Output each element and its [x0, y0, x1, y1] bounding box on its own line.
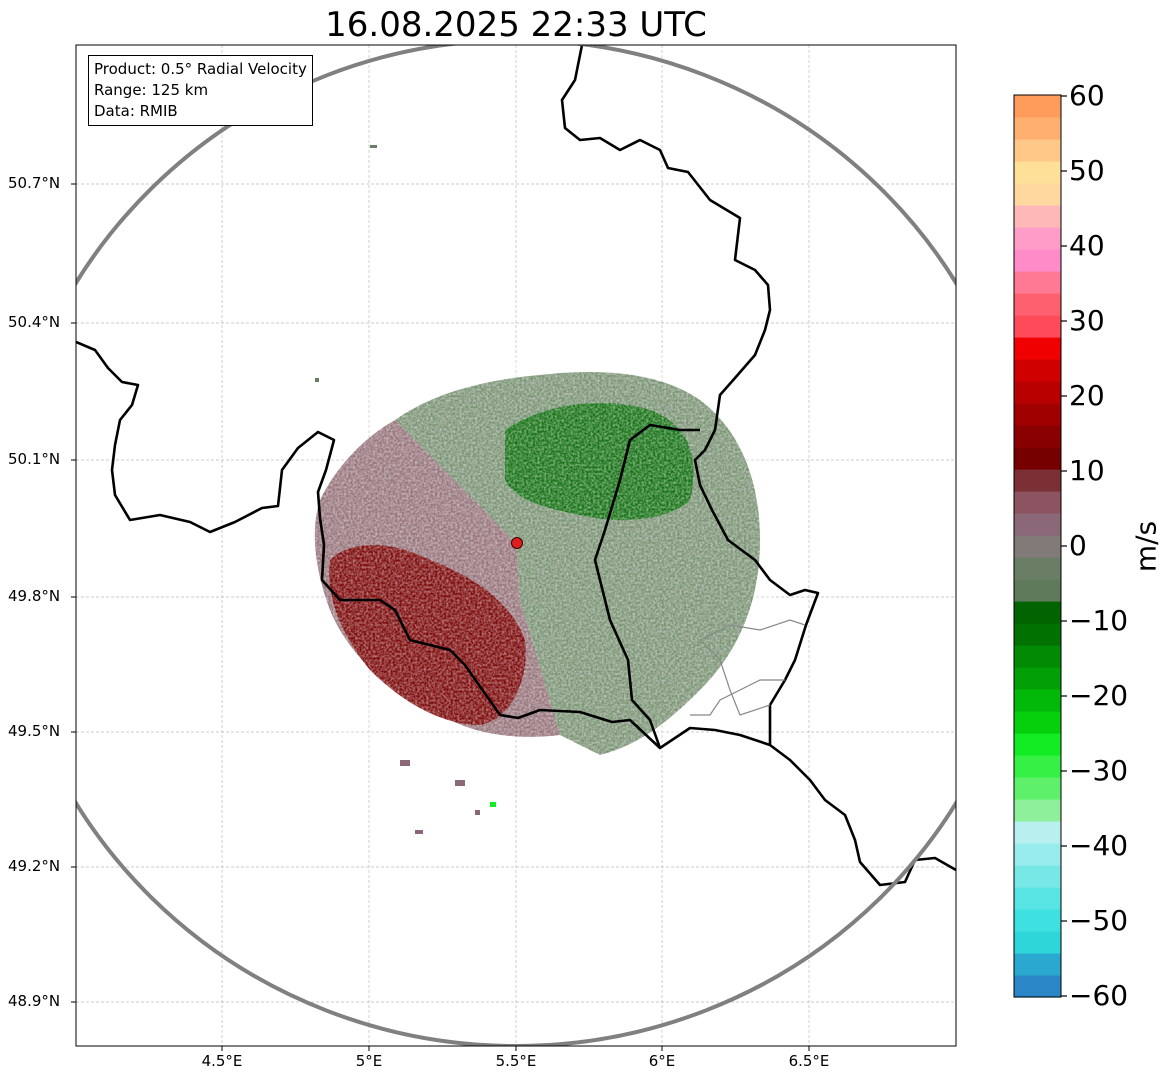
border-lux-south	[318, 517, 771, 750]
info-data-source: Data: RMIB	[94, 102, 178, 120]
colorbar-tick-label: −20	[1069, 679, 1129, 712]
colorbar-segment	[1014, 601, 1061, 624]
lon-label-4-5: 4.5°E	[201, 1052, 243, 1070]
colorbar-segment	[1014, 381, 1061, 404]
colorbar-segment	[1014, 755, 1061, 778]
colorbar-tick-label: −60	[1069, 979, 1129, 1012]
colorbar-segment	[1014, 403, 1061, 426]
colorbar-segment	[1014, 667, 1061, 690]
colorbar-segment	[1014, 513, 1061, 536]
colorbar-segment	[1014, 821, 1061, 844]
colorbar-segment	[1014, 447, 1061, 470]
colorbar-segment	[1014, 205, 1061, 228]
colorbar-tick-label: −30	[1069, 754, 1129, 787]
product-info-box: Product: 0.5° Radial Velocity Range: 125…	[88, 55, 313, 126]
colorbar-segment	[1014, 95, 1061, 118]
colorbar-segment	[1014, 579, 1061, 602]
colorbar-segment	[1014, 469, 1061, 492]
colorbar-segment	[1014, 931, 1061, 954]
colorbar-segment	[1014, 139, 1061, 162]
colorbar-segment	[1014, 315, 1061, 338]
colorbar-segment	[1014, 777, 1061, 800]
colorbar-segment	[1014, 843, 1061, 866]
colorbar-segment	[1014, 887, 1061, 910]
colorbar-segment	[1014, 227, 1061, 250]
colorbar-segment	[1014, 183, 1061, 206]
radar-site-marker	[511, 537, 523, 549]
colorbar	[1014, 95, 1061, 998]
colorbar-segment	[1014, 117, 1061, 140]
colorbar-segment	[1014, 535, 1061, 558]
border-west	[76, 340, 336, 534]
info-range: Range: 125 km	[94, 81, 209, 99]
colorbar-segment	[1014, 623, 1061, 646]
colorbar-segment	[1014, 557, 1061, 580]
colorbar-tick-label: 10	[1069, 454, 1105, 487]
lat-label-50-7: 50.7°N	[8, 174, 61, 192]
colorbar-segment	[1014, 359, 1061, 382]
colorbar-segment	[1014, 293, 1061, 316]
border-lux-east	[593, 423, 700, 749]
country-borders	[76, 45, 956, 887]
colorbar-segment	[1014, 865, 1061, 888]
radar-echo-field	[305, 145, 775, 834]
colorbar-segment	[1014, 909, 1061, 932]
colorbar-segment	[1014, 425, 1061, 448]
region-borders	[690, 619, 806, 716]
lat-label-48-9: 48.9°N	[8, 992, 61, 1010]
colorbar-tick-label: 60	[1069, 79, 1105, 112]
colorbar-segment	[1014, 953, 1061, 976]
colorbar-ticks	[1061, 95, 1067, 997]
colorbar-segment	[1014, 711, 1061, 734]
lon-label-6: 6°E	[648, 1052, 676, 1070]
lon-label-5: 5°E	[355, 1052, 383, 1070]
colorbar-segment	[1014, 689, 1061, 712]
colorbar-tick-label: 20	[1069, 379, 1105, 412]
colorbar-tick-label: −40	[1069, 829, 1129, 862]
colorbar-segment	[1014, 645, 1061, 668]
map-title: 16.08.2025 22:33 UTC	[325, 5, 707, 45]
lon-label-6-5: 6.5°E	[788, 1052, 830, 1070]
lat-label-50-1: 50.1°N	[8, 450, 61, 468]
colorbar-segment	[1014, 271, 1061, 294]
colorbar-segment	[1014, 491, 1061, 514]
border-east	[560, 45, 956, 887]
colorbar-tick-label: 50	[1069, 154, 1105, 187]
colorbar-segment	[1014, 799, 1061, 822]
colorbar-tick-label: 30	[1069, 304, 1105, 337]
colorbar-segment	[1014, 249, 1061, 272]
colorbar-segment	[1014, 975, 1061, 998]
colorbar-tick-label: −50	[1069, 904, 1129, 937]
colorbar-unit-label: m/s	[1129, 520, 1163, 573]
lon-label-5-5: 5.5°E	[495, 1052, 537, 1070]
lat-label-49-2: 49.2°N	[8, 857, 61, 875]
lat-label-50-4: 50.4°N	[8, 313, 61, 331]
colorbar-tick-label: −10	[1069, 604, 1129, 637]
colorbar-segment	[1014, 337, 1061, 360]
colorbar-tick-label: 0	[1069, 529, 1087, 562]
info-product: Product: 0.5° Radial Velocity	[94, 60, 307, 78]
colorbar-segment	[1014, 161, 1061, 184]
lat-label-49-5: 49.5°N	[8, 722, 61, 740]
axis-ticks	[71, 183, 810, 1051]
colorbar-segment	[1014, 733, 1061, 756]
lat-label-49-8: 49.8°N	[8, 587, 61, 605]
colorbar-tick-label: 40	[1069, 229, 1105, 262]
